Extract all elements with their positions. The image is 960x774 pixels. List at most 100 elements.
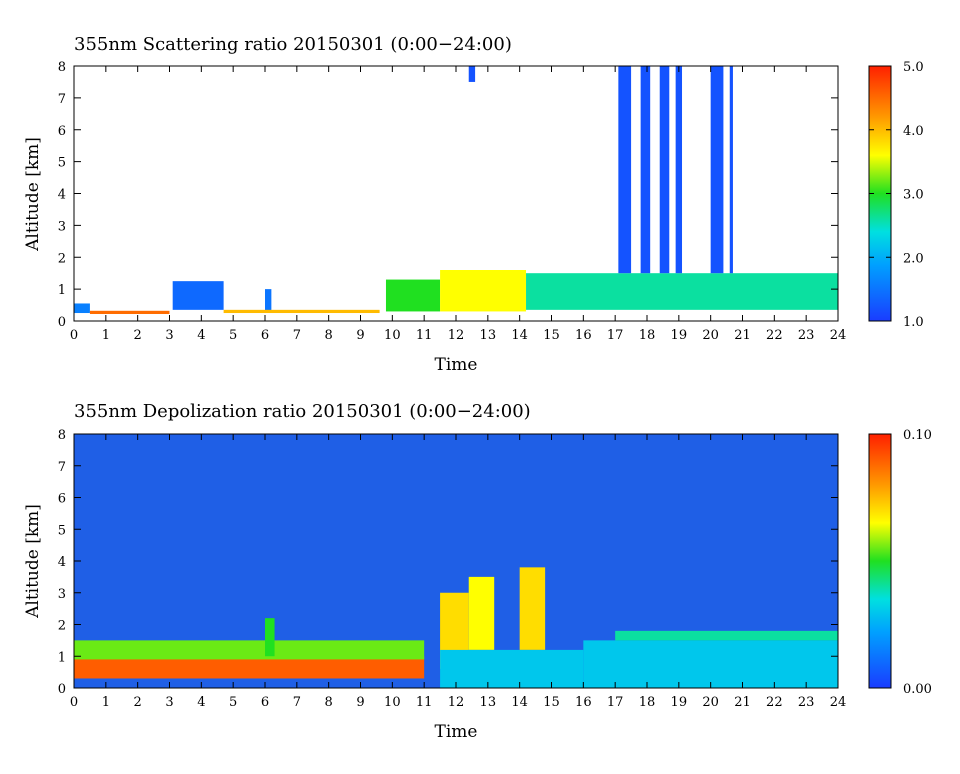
colorbar-tick-label: 0.10 (903, 428, 932, 443)
x-tick-label: 14 (511, 695, 528, 710)
x-tick-label: 20 (702, 695, 719, 710)
x-tick-label: 16 (575, 695, 592, 710)
x-tick-label: 12 (448, 695, 465, 710)
x-tick-label: 13 (480, 695, 497, 710)
heatmap-cells (74, 567, 838, 688)
heatmap-cell (519, 567, 546, 650)
x-tick-label: 24 (830, 695, 847, 710)
heatmap-cell (74, 656, 425, 679)
y-tick-label: 8 (58, 60, 66, 75)
heatmap-cells (74, 66, 838, 314)
x-tick-label: 24 (830, 328, 847, 343)
heatmap-cell (74, 303, 90, 314)
y-tick-label: 3 (58, 219, 66, 234)
x-tick-label: 22 (766, 328, 783, 343)
y-tick-label: 2 (58, 619, 66, 634)
y-tick-label: 1 (58, 283, 66, 298)
colorbar-ticks: 1.0 2.0 3.0 4.0 5.0 (869, 60, 924, 330)
x-tick-label: 4 (197, 328, 205, 343)
colorbar-ticks: 0.00 0.10 (869, 428, 932, 697)
x-tick-label: 0 (70, 695, 78, 710)
x-tick-label: 0 (70, 328, 78, 343)
x-tick-label: 23 (798, 695, 815, 710)
x-tick-label: 17 (607, 695, 624, 710)
x-tick-label: 22 (766, 695, 783, 710)
x-tick-label: 18 (639, 328, 656, 343)
x-tick-label: 15 (543, 328, 560, 343)
x-axis: 0 1 2 3 4 5 6 7 8 9 10 11 12 13 14 15 16 17 18 19 20 21 22 23 24 (70, 66, 846, 343)
x-tick-label: 11 (416, 328, 433, 343)
heatmap-cell (618, 66, 632, 274)
colorbar-tick-label: 3.0 (903, 188, 924, 203)
heatmap-cell (265, 618, 275, 657)
x-tick-label: 5 (229, 695, 237, 710)
y-tick-label: 6 (58, 124, 66, 139)
x-tick-label: 12 (448, 328, 465, 343)
x-tick-label: 2 (134, 695, 142, 710)
x-tick-label: 3 (165, 328, 173, 343)
y-axis-label: Altitude [km] (23, 137, 43, 252)
x-tick-label: 2 (134, 328, 142, 343)
y-axis-label: Altitude [km] (23, 504, 43, 619)
y-tick-label: 4 (58, 555, 66, 570)
heatmap-cell (640, 66, 651, 274)
x-tick-label: 23 (798, 328, 815, 343)
x-tick-label: 8 (325, 695, 333, 710)
x-tick-label: 20 (702, 328, 719, 343)
heatmap-cell (265, 289, 272, 312)
x-tick-label: 6 (261, 328, 269, 343)
y-axis: 0 1 2 3 4 5 6 7 8 (58, 428, 838, 697)
x-tick-label: 16 (575, 328, 592, 343)
x-axis-label: Time (435, 355, 478, 375)
heatmap-cell (223, 309, 380, 314)
y-tick-label: 7 (58, 460, 66, 475)
x-tick-label: 1 (102, 328, 110, 343)
x-tick-label: 4 (197, 695, 205, 710)
x-tick-label: 15 (543, 695, 560, 710)
heatmap-cell (89, 310, 170, 314)
y-axis: 0 1 2 3 4 5 6 7 8 (58, 60, 838, 330)
heatmap-cell (172, 281, 224, 310)
y-tick-label: 6 (58, 492, 66, 507)
x-tick-label: 10 (384, 328, 401, 343)
y-tick-label: 1 (58, 650, 66, 665)
x-tick-label: 11 (416, 695, 433, 710)
colorbar-tick-label: 2.0 (903, 251, 924, 266)
colorbar-tick-label: 1.0 (903, 315, 924, 330)
x-tick-label: 21 (734, 328, 751, 343)
y-tick-label: 8 (58, 428, 66, 443)
x-tick-label: 7 (293, 695, 301, 710)
colorbar (868, 433, 892, 689)
x-tick-label: 19 (671, 695, 688, 710)
x-axis-label: Time (435, 722, 478, 742)
heatmap-cell (440, 270, 527, 312)
x-tick-label: 7 (293, 328, 301, 343)
colorbar-tick-label: 4.0 (903, 124, 924, 139)
heatmap-cell (659, 66, 670, 274)
heatmap-cell (468, 66, 476, 82)
heatmap-cell (468, 576, 495, 650)
heatmap-cell (526, 273, 838, 310)
colorbar-tick-label: 5.0 (903, 60, 924, 75)
heatmap-cell (74, 640, 425, 660)
x-tick-label: 17 (607, 328, 624, 343)
depolarization-ratio-panel: 355nm Depolization ratio 20150301 (0:00−… (23, 401, 932, 742)
x-tick-label: 3 (165, 695, 173, 710)
x-tick-label: 18 (639, 695, 656, 710)
y-tick-label: 4 (58, 188, 66, 203)
colorbar-tick-label: 0.00 (903, 682, 932, 697)
y-tick-label: 0 (58, 315, 66, 330)
scattering-ratio-panel: 355nm Scattering ratio 20150301 (0:00−24… (23, 34, 924, 375)
x-tick-label: 14 (511, 328, 528, 343)
x-tick-label: 1 (102, 695, 110, 710)
x-tick-label: 21 (734, 695, 751, 710)
x-tick-label: 9 (356, 695, 364, 710)
y-tick-label: 5 (58, 156, 66, 171)
x-tick-label: 9 (356, 328, 364, 343)
heatmap-cell (385, 279, 441, 312)
heatmap-cell (729, 66, 733, 274)
heatmap-cell (675, 66, 683, 274)
x-tick-label: 13 (480, 328, 497, 343)
heatmap-cell (440, 649, 584, 688)
